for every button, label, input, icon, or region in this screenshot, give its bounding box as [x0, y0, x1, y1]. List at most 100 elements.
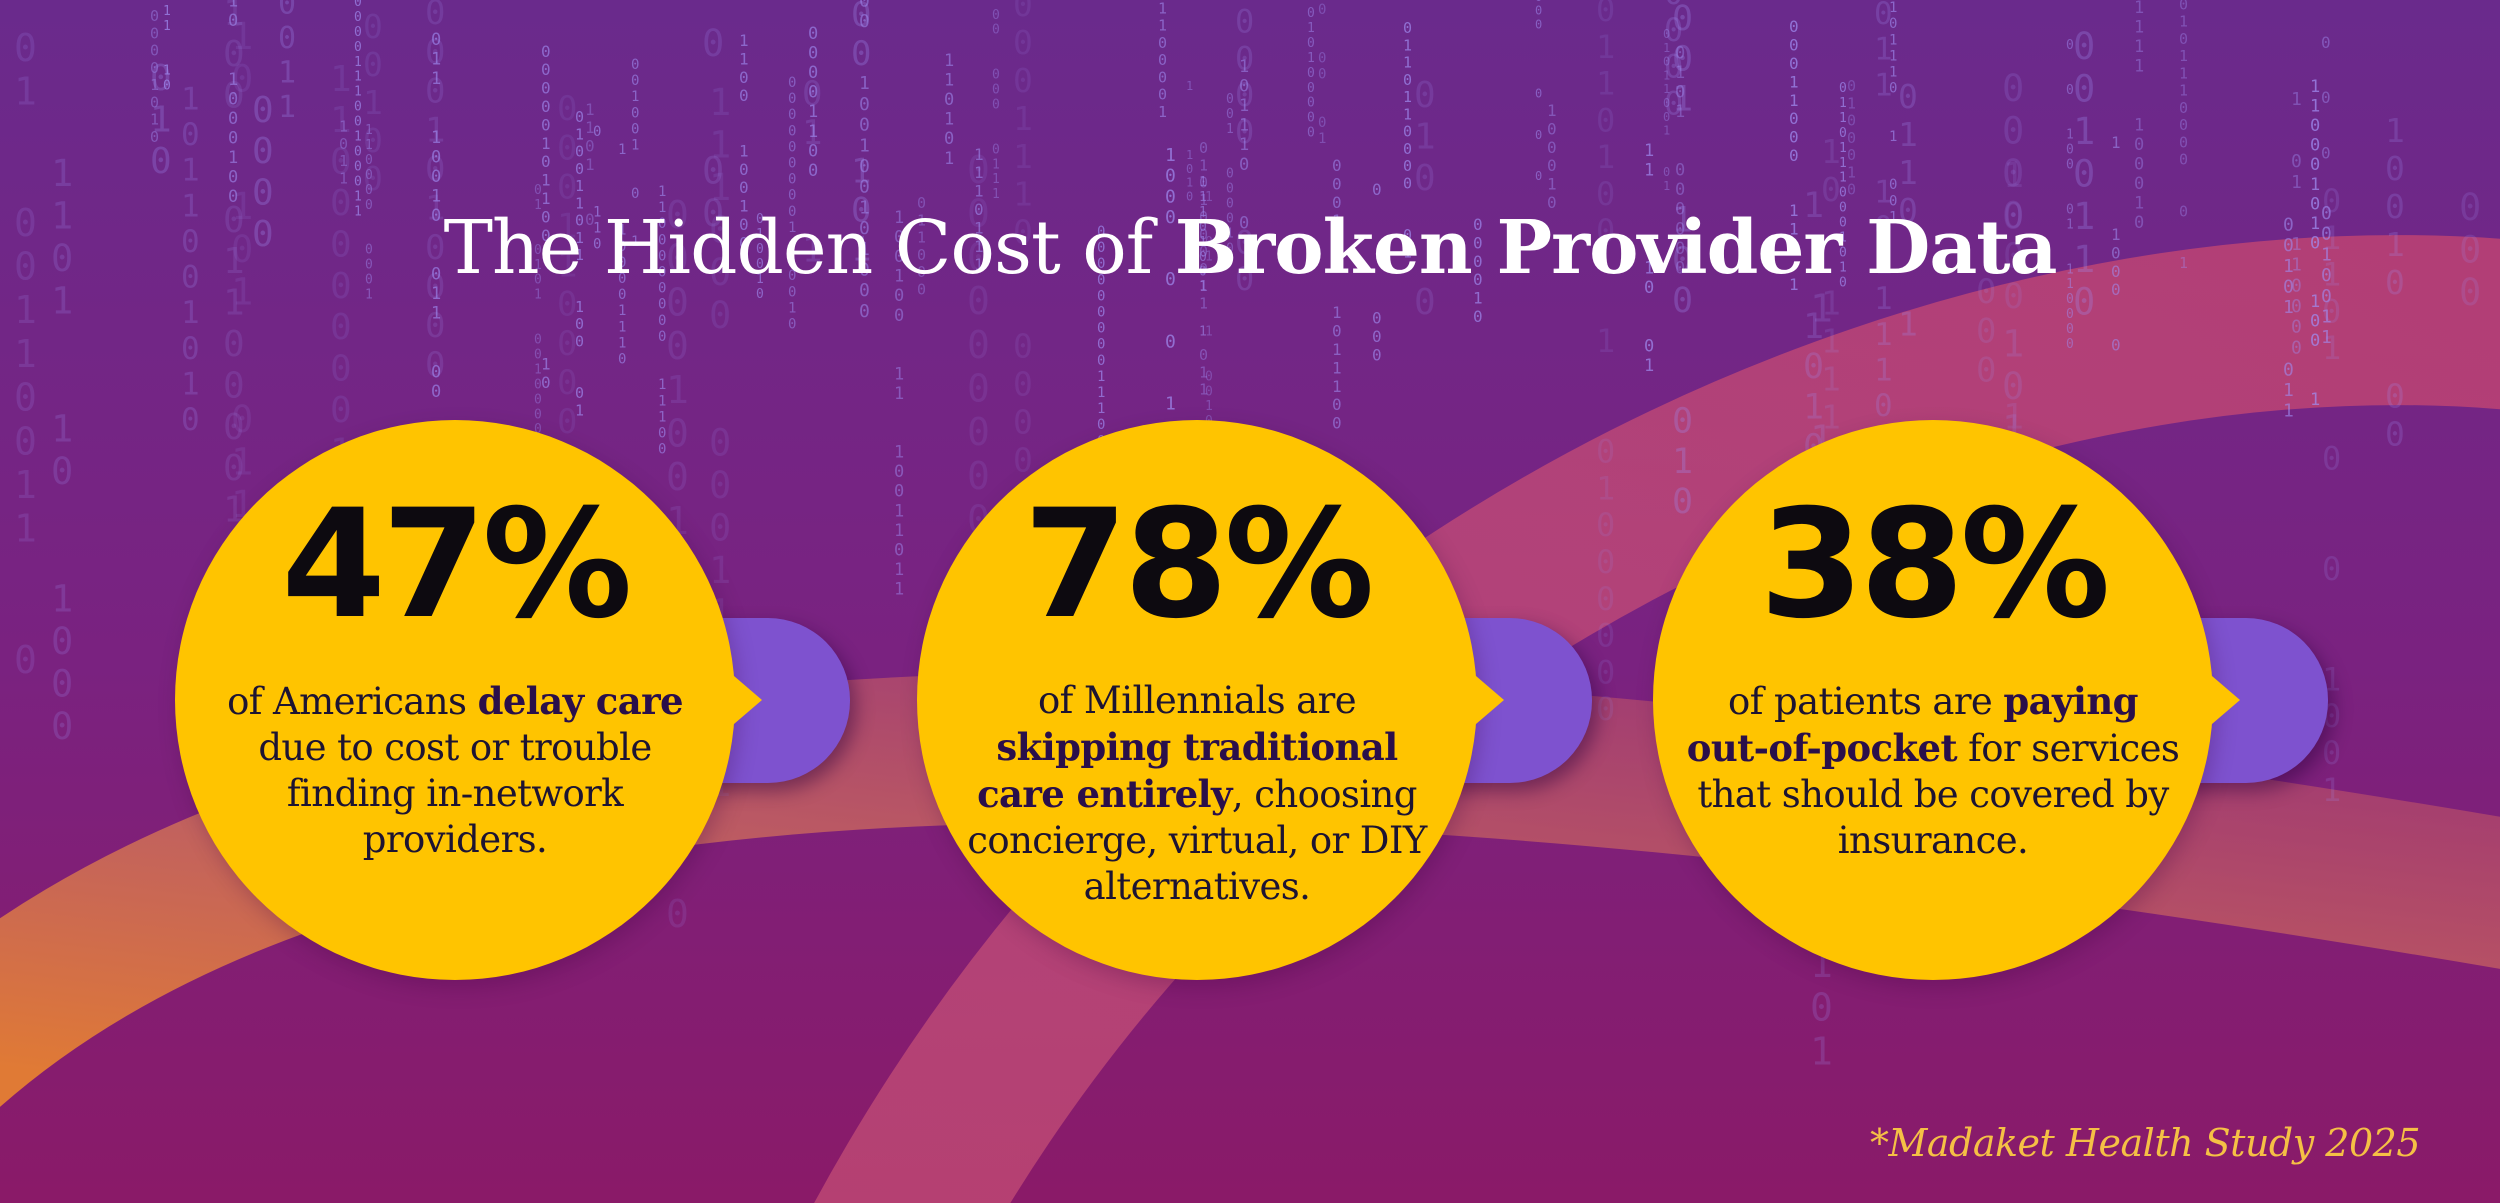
binary-digit: 0: [1186, 162, 1193, 176]
binary-digit: 0: [2322, 734, 2341, 772]
binary-digit: 0: [1596, 506, 1615, 544]
binary-digit: 0: [354, 10, 362, 25]
binary-digit: 1: [808, 122, 818, 142]
binary-digit: 0: [431, 147, 441, 167]
binary-digit: 0: [859, 94, 870, 115]
binary-digit: 0: [2310, 155, 2320, 175]
binary-digit: 0: [1199, 208, 1208, 226]
binary-digit: 0: [14, 201, 37, 245]
stat-description-emphasis: paying out-of-pocket: [1686, 679, 2139, 770]
binary-digit: 0: [2322, 550, 2341, 588]
binary-digit: 1: [1898, 153, 1918, 192]
binary-digit: 0: [1596, 617, 1615, 655]
binary-digit: 1: [1803, 387, 1824, 427]
binary-digit: 0: [2066, 337, 2074, 352]
binary-digit: 1: [1789, 91, 1799, 110]
binary-digit: 0: [1976, 350, 1996, 390]
binary-digit: 1: [1165, 145, 1176, 166]
binary-digit: 0: [631, 121, 639, 137]
binary-digit: 0: [2310, 312, 2320, 332]
binary-digit: 0: [2073, 280, 2095, 323]
binary-digit: 0: [2321, 265, 2332, 286]
binary-digit: 0: [557, 89, 577, 129]
binary-digit: 1: [2322, 256, 2341, 294]
binary-digit: 0: [1414, 75, 1436, 116]
binary-digit: 0: [2322, 292, 2341, 330]
binary-digit: 0: [658, 426, 666, 442]
binary-digit: 0: [666, 455, 689, 499]
binary-digit: 0: [1239, 155, 1249, 175]
binary-digit: 1: [859, 239, 870, 260]
binary-digit: 0: [354, 144, 362, 159]
binary-digit: 1: [1013, 137, 1033, 176]
binary-digit: 1: [974, 255, 984, 274]
binary-digit: 0: [1596, 0, 1615, 29]
binary-digit: 0: [1226, 92, 1234, 107]
binary-digit: 0: [859, 301, 870, 322]
binary-digit: 0: [666, 193, 689, 237]
binary-digit: 0: [1839, 81, 1847, 96]
binary-digit: 0: [1318, 2, 1326, 18]
binary-digit: 1: [575, 229, 584, 247]
binary-digit: 0: [859, 280, 870, 301]
binary-digit: 1: [2134, 18, 2144, 38]
binary-digit: 1: [1874, 353, 1893, 389]
binary-digit: 0: [1810, 986, 1833, 1030]
binary-digit: 1: [709, 81, 731, 124]
binary-digit: 0: [1644, 278, 1654, 298]
binary-digit: 0: [1596, 175, 1615, 213]
binary-digit: 0: [1205, 369, 1213, 384]
binary-digit: 0: [2291, 275, 2302, 296]
binary-digit: 0: [1839, 245, 1847, 260]
binary-digit: 0: [1473, 215, 1483, 234]
binary-digit: 0: [365, 243, 373, 258]
binary-digit: 0: [992, 23, 1000, 38]
binary-digit: 0: [223, 365, 245, 406]
binary-digit: 1: [541, 171, 551, 190]
binary-digit: 0: [150, 141, 172, 182]
binary-digit: 1: [557, 246, 577, 286]
binary-digit: 1: [2066, 217, 2074, 232]
binary-digit: 0: [2179, 202, 2188, 220]
binary-digit: 1: [1097, 385, 1105, 401]
binary-digit: 0: [330, 390, 352, 431]
binary-digit: 1: [756, 272, 764, 287]
binary-digit: 0: [2111, 243, 2121, 262]
binary-digit: 0: [575, 384, 584, 402]
binary-digit: 1: [1158, 17, 1167, 35]
binary-digit: 0: [2291, 337, 2302, 358]
binary-digit: 0: [1898, 77, 1918, 116]
binary-digit: 0: [944, 90, 954, 110]
binary-digit: 0: [150, 58, 172, 99]
binary-digit: 1: [1839, 156, 1847, 171]
binary-digit: 1: [894, 560, 904, 580]
binary-digit: 1: [974, 218, 984, 237]
binary-digit: 1: [431, 69, 441, 89]
binary-digit: 0: [808, 83, 818, 103]
binary-digit: 1: [541, 134, 551, 153]
binary-digit: 1: [223, 283, 245, 324]
binary-digit: 1: [354, 130, 362, 145]
binary-digit: 0: [1803, 347, 1824, 387]
binary-digit: 1: [851, 230, 871, 270]
binary-digit: 1: [1199, 175, 1207, 190]
binary-digit: 1: [585, 100, 595, 119]
binary-digit: 0: [181, 260, 200, 296]
binary-digit: 0: [231, 398, 253, 441]
binary-digit: 0: [1013, 61, 1033, 100]
binary-digit: 1: [851, 151, 871, 191]
binary-digit: 1: [1199, 325, 1207, 340]
binary-digit: 1: [944, 71, 954, 91]
binary-digit: 0: [1165, 166, 1176, 187]
binary-digit: 0: [2002, 67, 2024, 110]
binary-digit: 0: [534, 422, 542, 437]
binary-digit: 0: [1097, 321, 1105, 337]
binary-digit: 0: [2385, 149, 2405, 188]
binary-digit: 0: [788, 284, 796, 300]
binary-digit: 0: [894, 306, 904, 326]
binary-digit: 0: [2179, 116, 2188, 134]
binary-digit: 0: [2310, 331, 2320, 351]
binary-digit: 0: [1097, 224, 1105, 240]
binary-digit: 0: [1675, 161, 1685, 181]
binary-digit: 0: [354, 115, 362, 130]
